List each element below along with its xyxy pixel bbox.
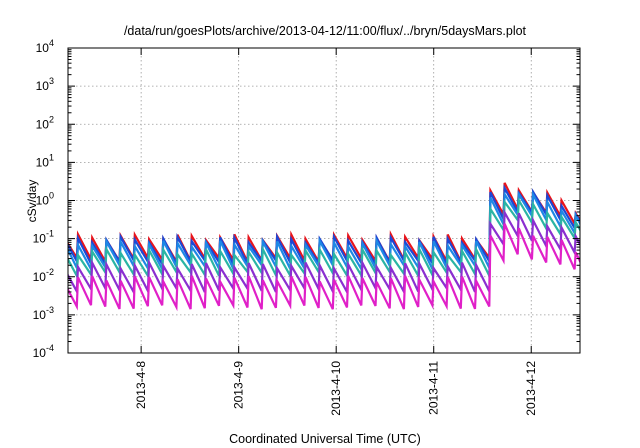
y-tick-label: 101 xyxy=(36,152,54,169)
series-group xyxy=(68,182,580,312)
series-line xyxy=(68,223,580,312)
x-tick-label: 2013-4-11 xyxy=(427,361,441,415)
chart-title: /data/run/goesPlots/archive/2013-04-12/1… xyxy=(124,24,527,38)
y-tick-label: 102 xyxy=(36,114,54,131)
y-tick-label: 104 xyxy=(36,38,54,55)
x-tick-label: 2013-4-8 xyxy=(134,361,148,409)
y-tick-label: 10-3 xyxy=(33,305,54,322)
x-axis: 2013-4-8 2013-4-9 2013-4-10 2013-4-11 2013-4… xyxy=(134,48,538,416)
x-tick-label: 2013-4-12 xyxy=(524,361,538,416)
series-line xyxy=(68,196,580,280)
x-axis-label: Coordinated Universal Time (UTC) xyxy=(229,432,421,446)
y-tick-label: 10-4 xyxy=(33,343,54,360)
y-tick-label: 10-2 xyxy=(33,267,54,284)
x-tick-label: 2013-4-10 xyxy=(329,361,343,416)
y-tick-label: 103 xyxy=(36,76,54,93)
y-axis-label: cSv/day xyxy=(25,180,39,223)
x-tick-label: 2013-4-9 xyxy=(232,361,246,409)
y-tick-label: 10-1 xyxy=(33,229,54,246)
grid-lines xyxy=(68,48,580,353)
